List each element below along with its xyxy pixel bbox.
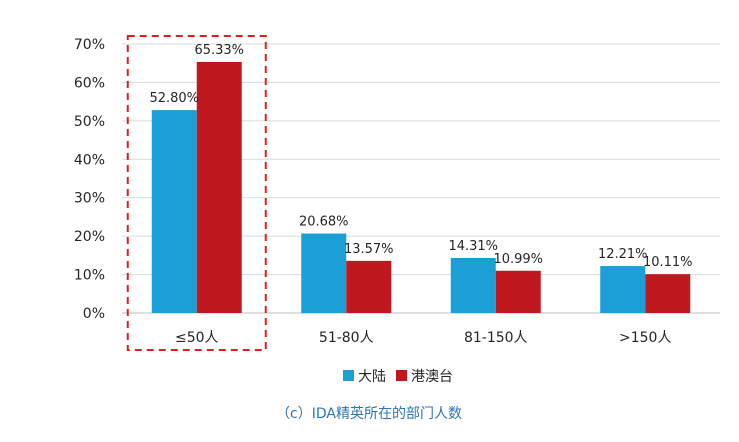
legend-swatch [396, 370, 407, 381]
y-tick-label: 0% [83, 306, 105, 322]
category-label: 81-150人 [464, 330, 528, 346]
y-tick-label: 60% [74, 75, 105, 91]
y-axis-tick-labels: 0% 10% 20% 30% 40% 50% 60% 70% [74, 37, 105, 322]
bar-hk-macau-taiwan [645, 274, 691, 313]
value-label: 52.80% [149, 91, 199, 106]
value-labels: 52.80% 65.33% 20.68% 13.57% 14.31%10.99% 12.2… [149, 43, 692, 270]
category-label: 51-80人 [319, 330, 374, 346]
bar-hk-macau-taiwan [346, 260, 392, 313]
legend-label: 大陆 [358, 369, 386, 385]
value-label: 10.11% [643, 255, 693, 270]
value-label: 14.31% [448, 239, 498, 254]
bar-mainland [450, 258, 496, 313]
legend: 大陆 港澳台 [343, 369, 453, 385]
value-label: 20.68% [299, 215, 349, 230]
bar-mainland [600, 266, 646, 313]
value-label: 65.33% [194, 43, 244, 58]
bar-mainland [301, 233, 347, 313]
y-tick-label: 10% [74, 268, 105, 284]
highlight-box [126, 35, 267, 351]
value-label: 13.57% [344, 242, 394, 257]
legend-swatch [343, 370, 354, 381]
legend-label: 港澳台 [411, 369, 453, 385]
category-label: >150人 [619, 330, 671, 346]
bar-hk-macau-taiwan [196, 61, 242, 314]
y-tick-label: 20% [74, 229, 105, 245]
y-tick-label: 30% [74, 191, 105, 207]
value-label: 12.21% [598, 247, 648, 262]
category-label: ≤50人 [175, 330, 219, 346]
y-tick-label: 50% [74, 114, 105, 130]
chart-caption: （c）IDA精英所在的部门人数 [276, 405, 462, 422]
x-axis-category-labels: ≤50人 51-80人 81-150人 >150人 [175, 330, 672, 346]
y-tick-label: 40% [74, 152, 105, 168]
bar-mainland [151, 110, 197, 314]
y-tick-label: 70% [74, 37, 105, 53]
bars [151, 61, 691, 314]
value-label: 10.99% [493, 252, 543, 267]
bar-hk-macau-taiwan [495, 270, 541, 313]
